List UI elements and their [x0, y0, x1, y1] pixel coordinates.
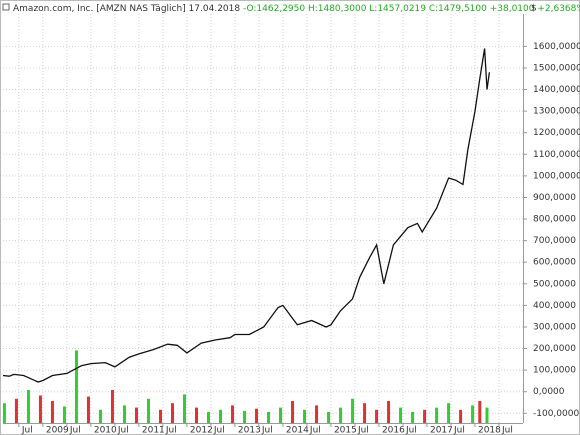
- volume-bar: [315, 405, 319, 423]
- volume-bar: [435, 407, 439, 423]
- volume-bar: [411, 412, 415, 423]
- volume-bar: [26, 390, 30, 423]
- x-tick-label: Jul: [309, 426, 321, 435]
- x-tick-label: 2017: [430, 426, 453, 435]
- y-tick-label: 1200,0000: [533, 128, 580, 138]
- volume-bar: [303, 409, 307, 423]
- volume-bar: [375, 409, 379, 423]
- volume-bar: [351, 398, 355, 423]
- y-tick-label: 1000,0000: [533, 171, 580, 181]
- volume-bar: [399, 407, 403, 423]
- x-tick-label: 2015: [334, 426, 357, 435]
- y-tick-label: 600,0000: [533, 258, 576, 268]
- x-tick-label: Jul: [213, 426, 225, 435]
- volume-bar: [74, 350, 78, 423]
- x-tick-label: 2013: [238, 426, 261, 435]
- volume-bar: [243, 410, 247, 423]
- y-tick-label: 1400,0000: [533, 85, 580, 95]
- y-tick-label: -100,0000: [533, 409, 579, 419]
- x-tick-label: 2018: [478, 426, 501, 435]
- volume-bar: [38, 395, 42, 423]
- volume-bar: [86, 396, 90, 423]
- x-tick-label: Jul: [501, 426, 513, 435]
- volume-bar: [255, 408, 259, 423]
- volume-bar: [170, 403, 174, 423]
- y-tick-label: 200,0000: [533, 344, 576, 354]
- volume-bar: [231, 405, 235, 423]
- volume-bar: [485, 407, 489, 423]
- volume-bar: [122, 405, 126, 423]
- volume-bar: [459, 409, 463, 423]
- volume-bar: [279, 407, 283, 423]
- x-tick-label: 2011: [142, 426, 165, 435]
- volume-bar: [194, 407, 198, 423]
- x-tick-label: Jul: [453, 426, 465, 435]
- volume-bar: [423, 409, 427, 423]
- y-tick-label: 1500,0000: [533, 63, 580, 73]
- volume-bar: [207, 412, 211, 423]
- x-tick-label: Jul: [69, 426, 81, 435]
- volume-bar: [110, 390, 114, 423]
- y-tick-label: 500,0000: [533, 279, 576, 289]
- volume-bar: [478, 401, 482, 423]
- y-tick-label: 800,0000: [533, 215, 576, 225]
- x-tick-label: 2016: [382, 426, 405, 435]
- volume-bar: [471, 405, 475, 423]
- header: Amazon.com, Inc. [AMZN NAS Täglich] 17.0…: [13, 4, 580, 14]
- y-tick-label: 100,0000: [533, 366, 576, 376]
- volume-bar: [62, 406, 66, 423]
- volume-bar: [146, 398, 150, 423]
- volume-bar: [339, 407, 343, 423]
- volume-bar: [182, 394, 186, 423]
- volume-bar: [327, 412, 331, 423]
- x-tick-label: 2014: [286, 426, 309, 435]
- volume-bar: [50, 401, 54, 423]
- volume-bar: [14, 398, 18, 423]
- x-tick-label: 2010: [94, 426, 117, 435]
- y-tick-label: 0,0000: [533, 387, 565, 397]
- icon: [2, 3, 10, 11]
- x-tick-label: 2012: [190, 426, 213, 435]
- x-tick-label: 2009: [46, 426, 69, 435]
- volume-bar: [447, 403, 451, 423]
- x-tick-label: Jul: [117, 426, 129, 435]
- x-tick-label: Jul: [261, 426, 273, 435]
- y-tick-label: 400,0000: [533, 301, 576, 311]
- y-tick-label: 1600,0000: [533, 42, 580, 52]
- x-tick-label: Jul: [165, 426, 177, 435]
- volume-bar: [291, 401, 295, 423]
- price-line: [2, 48, 491, 383]
- chart-title: Amazon.com, Inc. [AMZN NAS Täglich] 17.0…: [13, 4, 240, 14]
- y-tick-label: 1100,0000: [533, 150, 580, 160]
- x-tick-label: Jul: [405, 426, 417, 435]
- y-tick-label: 900,0000: [533, 193, 576, 203]
- volume-bar: [267, 412, 271, 423]
- y-tick-label: 300,0000: [533, 322, 576, 332]
- y-tick-label: 1300,0000: [533, 107, 580, 117]
- volume-bar: [219, 409, 223, 423]
- volume-bar: [134, 407, 138, 423]
- volume-bar: [158, 409, 162, 423]
- y-tick-label: 700,0000: [533, 236, 576, 246]
- x-tick-label: Jul: [357, 426, 369, 435]
- volume-bar: [387, 401, 391, 423]
- x-tick-label: Jul: [21, 426, 33, 435]
- volume-bar: [363, 403, 367, 423]
- volume-bar: [2, 403, 6, 423]
- volume-bar: [98, 409, 102, 423]
- y-axis-label: $: [531, 4, 537, 14]
- quote: -O:1462,2950 H:1480,3000 L:1457,0219 C:1…: [243, 4, 580, 14]
